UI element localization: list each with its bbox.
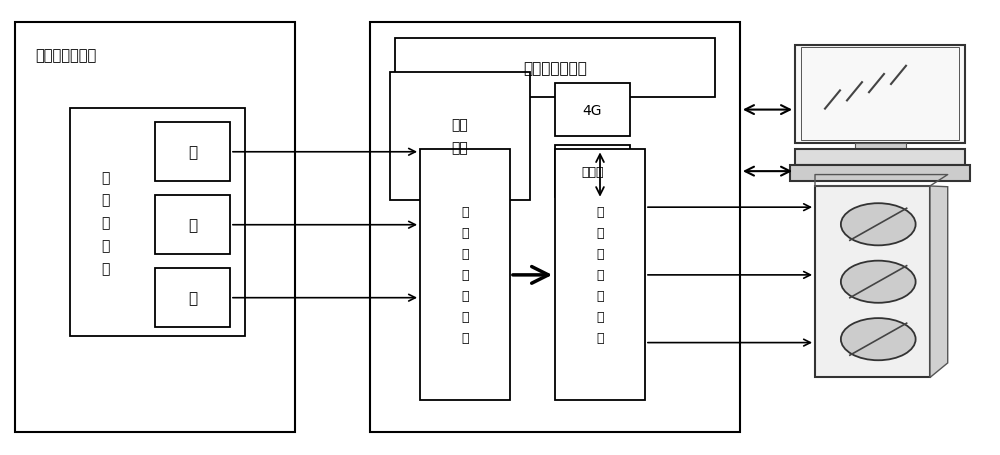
Bar — [70, 109, 245, 337]
Ellipse shape — [841, 261, 916, 303]
Text: 黄: 黄 — [188, 218, 197, 233]
Bar — [15, 23, 295, 432]
Bar — [790, 166, 970, 182]
Text: 红: 红 — [188, 291, 197, 305]
Bar — [801, 48, 959, 141]
Text: 信
号
灯
控
制
部
分: 信 号 灯 控 制 部 分 — [596, 206, 604, 344]
Bar — [155, 123, 230, 182]
Bar — [555, 150, 645, 400]
Text: 绻: 绻 — [188, 145, 197, 160]
Bar — [854, 144, 906, 150]
Text: 路口原有信号机: 路口原有信号机 — [35, 48, 96, 63]
Text: 联部
网分: 联部 网分 — [452, 118, 468, 155]
Bar — [815, 187, 930, 378]
Bar — [555, 146, 630, 198]
Text: 遥控信号机装置: 遥控信号机装置 — [523, 61, 587, 76]
Bar — [555, 84, 630, 136]
Bar — [420, 150, 510, 400]
Polygon shape — [930, 187, 948, 378]
Text: 信
号
灯
控
制: 信 号 灯 控 制 — [101, 171, 109, 275]
Bar — [795, 149, 965, 166]
Bar — [155, 268, 230, 328]
Bar — [390, 73, 530, 200]
Text: 信
号
灯
接
入
部
分: 信 号 灯 接 入 部 分 — [461, 206, 469, 344]
Bar — [370, 23, 740, 432]
Bar — [795, 46, 965, 144]
Ellipse shape — [841, 204, 916, 246]
Ellipse shape — [841, 318, 916, 360]
Bar — [155, 196, 230, 255]
Text: 4G: 4G — [583, 103, 602, 117]
Text: 以太网: 以太网 — [581, 165, 604, 178]
Bar — [395, 39, 715, 98]
